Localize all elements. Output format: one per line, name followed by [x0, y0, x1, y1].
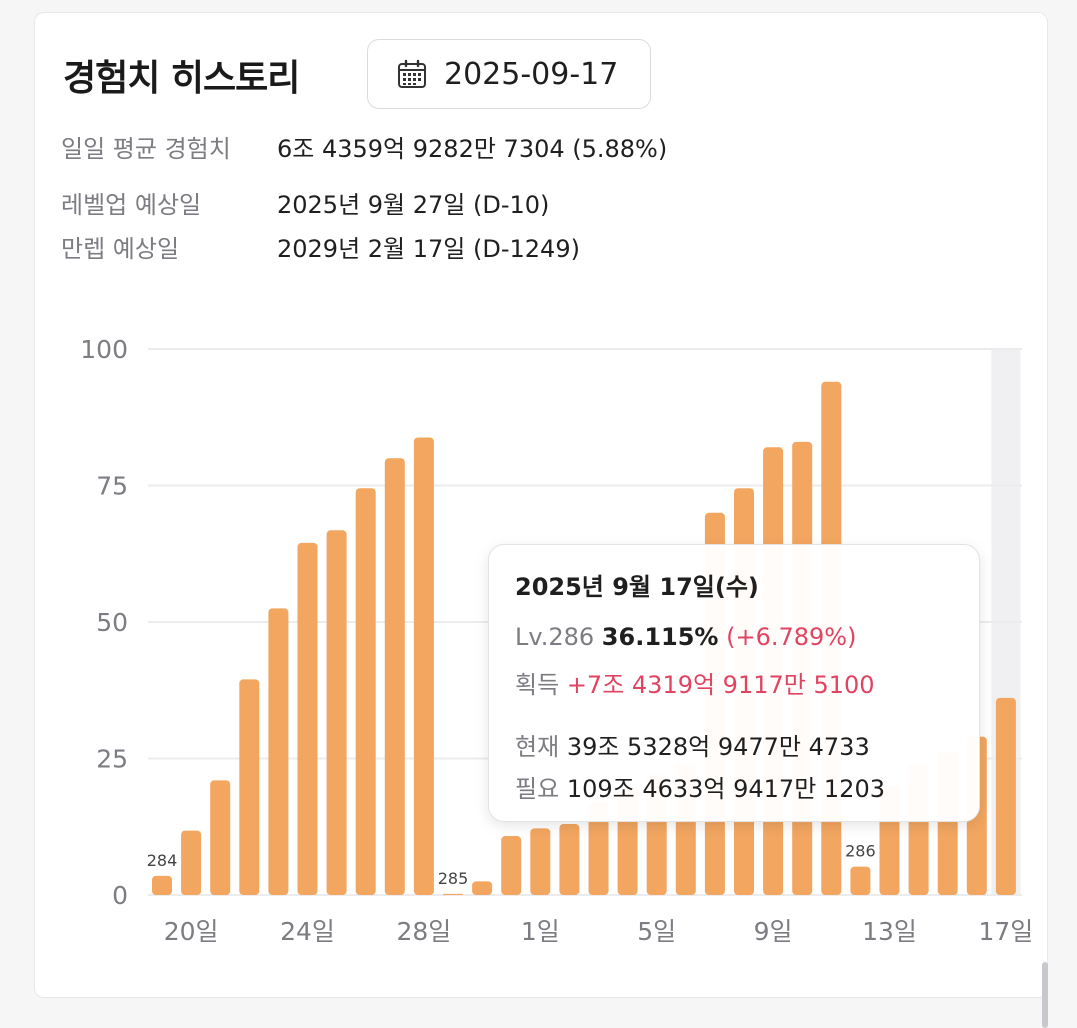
calendar-icon [398, 59, 426, 88]
y-tick-label: 100 [80, 335, 128, 364]
levelup-value: 2025년 9월 27일 (D-10) [277, 191, 550, 219]
y-tick-label: 50 [96, 608, 128, 637]
bar[interactable] [588, 802, 609, 895]
bar[interactable] [181, 830, 202, 895]
tooltip-current-line: 현재 39조 5328억 9477만 4733 [515, 727, 870, 762]
bar[interactable] [530, 828, 551, 895]
x-tick-label: 1일 [521, 917, 560, 946]
tooltip-required-line: 필요 109조 4633억 9417만 1203 [515, 769, 885, 804]
daily-average-value: 6조 4359억 9282만 7304 (5.88%) [277, 135, 668, 163]
bar[interactable] [210, 780, 231, 895]
y-tick-label: 25 [96, 745, 128, 774]
x-tick-label: 20일 [164, 917, 219, 946]
bar[interactable] [472, 881, 493, 895]
bar[interactable] [384, 458, 405, 895]
x-tick-label: 5일 [637, 917, 676, 946]
bar[interactable] [239, 679, 260, 895]
tooltip-required-label: 필요 [515, 775, 560, 803]
bar[interactable] [559, 824, 580, 895]
x-tick-label: 28일 [396, 917, 451, 946]
bar[interactable] [152, 875, 172, 895]
bar[interactable] [326, 530, 347, 895]
tooltip-level-label: Lv.286 [515, 623, 595, 651]
maxlevel-value: 2029년 2월 17일 (D-1249) [277, 235, 580, 263]
levelup-row: 레벨업 예상일 2025년 9월 27일 (D-10) [61, 185, 549, 220]
tooltip-level-line: Lv.286 36.115% (+6.789%) [515, 623, 856, 651]
daily-average-row: 일일 평균 경험치 6조 4359억 9282만 7304 (5.88%) [61, 129, 667, 164]
bar[interactable] [413, 437, 434, 895]
level-marker-label: 285 [438, 869, 469, 888]
tooltip-level-pct: 36.115% [601, 623, 719, 651]
bar[interactable] [995, 697, 1016, 895]
tooltip-gain-line: 획득 +7조 4319억 9117만 5100 [515, 665, 875, 700]
y-tick-label: 0 [112, 881, 128, 910]
bar[interactable] [850, 866, 871, 895]
x-tick-label: 13일 [862, 917, 917, 946]
x-tick-label: 24일 [280, 917, 335, 946]
selected-date: 2025-09-17 [444, 56, 619, 92]
bar[interactable] [355, 488, 376, 895]
page-scrollbar[interactable] [1042, 962, 1048, 1028]
tooltip-current-label: 현재 [515, 733, 560, 761]
tooltip-current-value: 39조 5328억 9477만 4733 [566, 733, 870, 761]
date-picker-button[interactable]: 2025-09-17 [367, 39, 651, 109]
maxlevel-row: 만렙 예상일 2029년 2월 17일 (D-1249) [61, 229, 580, 264]
bar[interactable] [268, 608, 289, 895]
level-marker-label: 286 [845, 842, 876, 861]
tooltip-date: 2025년 9월 17일(수) [515, 573, 759, 601]
maxlevel-label: 만렙 예상일 [61, 235, 180, 263]
tooltip-required-value: 109조 4633억 9417만 1203 [566, 775, 885, 803]
level-marker-label: 284 [147, 851, 178, 870]
bar[interactable] [501, 836, 522, 895]
tooltip-level-delta: (+6.789%) [726, 623, 857, 651]
levelup-label: 레벨업 예상일 [61, 191, 202, 219]
daily-average-label: 일일 평균 경험치 [61, 135, 231, 163]
x-tick-label: 17일 [978, 917, 1033, 946]
bar[interactable] [443, 893, 463, 895]
tooltip-gain-label: 획득 [515, 671, 560, 699]
y-tick-label: 75 [96, 472, 128, 501]
tooltip-gain-value: +7조 4319억 9117만 5100 [566, 671, 875, 699]
page-title: 경험치 히스토리 [63, 58, 300, 99]
x-tick-label: 9일 [754, 917, 793, 946]
bar[interactable] [297, 542, 318, 895]
chart-tooltip: 2025년 9월 17일(수) Lv.286 36.115% (+6.789%)… [488, 544, 980, 822]
